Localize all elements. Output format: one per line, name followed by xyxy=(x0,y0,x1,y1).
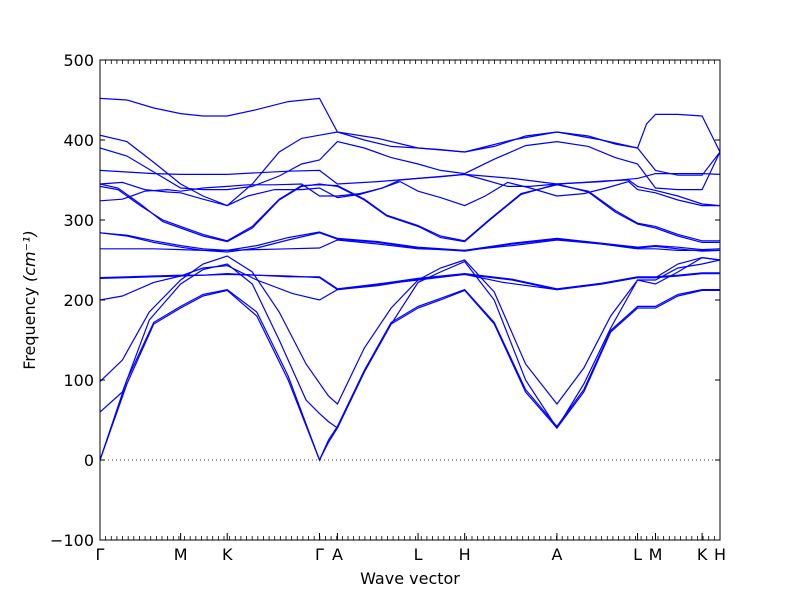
band-line-13 xyxy=(100,180,720,207)
band-line-8 xyxy=(100,239,720,252)
x-tick-label-A: A xyxy=(551,545,562,564)
x-tick-label-A: A xyxy=(332,545,343,564)
band-line-9 xyxy=(100,232,720,253)
band-line-15 xyxy=(100,169,720,185)
y-axis-label-group: Frequency (cm⁻¹) xyxy=(20,230,39,369)
band-line-2 xyxy=(100,288,720,462)
band-line-11 xyxy=(100,183,720,243)
x-tick-label-M: M xyxy=(174,545,188,564)
x-axis-label: Wave vector xyxy=(360,569,460,588)
x-tick-label-Γ: Γ xyxy=(315,545,324,564)
y-tick-label: 200 xyxy=(63,291,94,310)
band-line-4 xyxy=(100,255,720,405)
band-line-7 xyxy=(100,272,720,290)
band-line-18 xyxy=(100,97,720,153)
x-tick-label-L: L xyxy=(414,545,423,564)
y-axis-label-text: Frequency xyxy=(20,287,39,370)
band-line-16 xyxy=(100,140,720,191)
y-tick-label: 0 xyxy=(84,451,94,470)
x-tick-label-Γ: Γ xyxy=(96,545,105,564)
y-axis-label-unit: (cm⁻¹) xyxy=(20,230,39,282)
x-tick-label-K: K xyxy=(697,545,708,564)
x-tick-label-H: H xyxy=(714,545,726,564)
y-tick-label: 100 xyxy=(63,371,94,390)
x-tick-label-M: M xyxy=(649,545,663,564)
y-tick-label: 500 xyxy=(63,51,94,70)
band-line-10 xyxy=(100,231,720,252)
x-tick-label-H: H xyxy=(459,545,471,564)
y-tick-label: −100 xyxy=(50,531,94,550)
band-line-12 xyxy=(100,184,720,242)
y-axis-label: Frequency (cm⁻¹) xyxy=(20,230,39,369)
plot-area xyxy=(100,97,720,462)
x-tick-label-L: L xyxy=(633,545,642,564)
y-tick-label: 300 xyxy=(63,211,94,230)
y-tick-label: 400 xyxy=(63,131,94,150)
x-tick-label-K: K xyxy=(222,545,233,564)
band-line-1 xyxy=(100,289,720,462)
